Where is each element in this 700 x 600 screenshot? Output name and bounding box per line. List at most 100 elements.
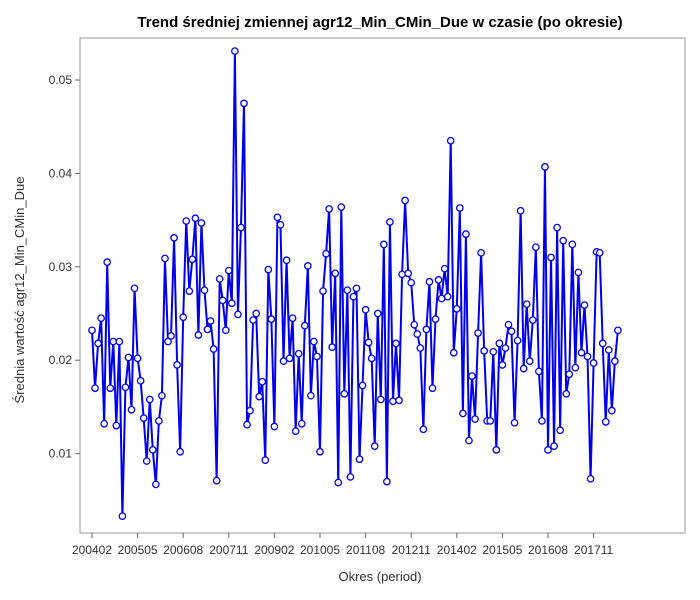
data-point: [340, 389, 349, 398]
data-point: [218, 296, 227, 305]
data-point: [583, 352, 592, 361]
data-point: [240, 99, 248, 108]
data-point: [598, 339, 607, 348]
data-point: [355, 455, 364, 464]
y-tick-label: 0.04: [49, 166, 73, 180]
y-tick-label: 0.05: [49, 73, 73, 87]
data-point: [614, 326, 622, 335]
data-point: [185, 287, 194, 295]
data-point: [127, 405, 136, 414]
x-tick-label: 200608: [163, 543, 203, 557]
data-point: [513, 336, 522, 345]
data-point: [234, 310, 242, 319]
data-point: [507, 327, 516, 336]
data-point: [462, 230, 470, 238]
x-tick-label: 201608: [528, 543, 568, 557]
data-point: [167, 332, 175, 340]
data-point: [434, 276, 443, 284]
data-point: [161, 254, 169, 263]
data-point: [249, 316, 257, 324]
data-point: [492, 446, 501, 454]
data-point: [279, 357, 288, 366]
data-point: [604, 346, 613, 354]
data-point: [145, 395, 154, 404]
data-point: [410, 320, 419, 329]
data-point: [525, 357, 534, 366]
data-point: [535, 367, 543, 376]
x-tick-label: 201505: [482, 543, 522, 557]
data-point: [310, 337, 318, 346]
data-point: [297, 419, 306, 428]
data-point: [358, 381, 367, 390]
data-point: [285, 354, 294, 363]
data-point: [155, 417, 163, 425]
data-point: [264, 265, 273, 274]
data-point: [486, 417, 495, 425]
data-point: [212, 476, 221, 485]
data-point: [331, 269, 340, 278]
data-point: [215, 275, 224, 283]
data-point: [404, 269, 413, 278]
data-point: [431, 315, 440, 323]
data-point: [325, 205, 333, 213]
data-point: [179, 313, 188, 322]
data-point: [364, 338, 373, 347]
data-point: [413, 330, 422, 338]
data-point: [352, 284, 361, 293]
data-point: [611, 357, 619, 366]
x-tick-label: 201711: [574, 543, 613, 557]
data-point: [158, 391, 166, 400]
data-point: [559, 236, 568, 245]
data-point: [361, 305, 370, 314]
data-point: [227, 299, 236, 308]
data-point: [389, 397, 397, 406]
data-point: [437, 294, 446, 303]
data-point: [379, 240, 388, 249]
data-point: [495, 339, 504, 348]
data-point: [553, 223, 561, 232]
data-point: [528, 316, 537, 324]
data-point: [474, 329, 482, 337]
y-tick-label: 0.02: [49, 353, 73, 367]
data-point: [203, 325, 212, 334]
data-point: [480, 347, 489, 355]
data-point: [468, 372, 476, 380]
data-point: [556, 426, 565, 435]
data-point: [246, 406, 254, 415]
data-point: [452, 304, 461, 313]
data-point: [346, 473, 355, 481]
data-point: [100, 419, 109, 428]
chart-title: Trend średniej zmiennej agr12_Min_CMin_D…: [137, 14, 622, 31]
data-point: [224, 266, 233, 275]
data-point: [440, 264, 449, 273]
data-point: [118, 512, 127, 521]
data-point: [607, 406, 616, 415]
data-point: [550, 442, 558, 450]
x-axis: 200402 200505 200608 200711 200902 201005 2011…: [72, 533, 614, 557]
data-point: [319, 287, 327, 295]
data-point: [206, 317, 215, 325]
x-axis-label: Okres (period): [338, 569, 421, 584]
data-point: [522, 300, 531, 309]
data-point: [97, 314, 105, 323]
data-point: [477, 248, 485, 257]
data-point: [133, 354, 142, 363]
data-point: [106, 384, 115, 393]
data-point: [307, 391, 315, 400]
data-point: [568, 240, 577, 249]
data-point: [182, 217, 191, 225]
data-point: [425, 277, 434, 286]
data-point: [419, 425, 428, 434]
x-tick-label: 200402: [72, 543, 112, 557]
data-point: [465, 436, 473, 445]
data-point: [589, 359, 598, 367]
data-point: [294, 349, 303, 358]
data-point: [313, 352, 321, 361]
data-point: [176, 447, 185, 456]
data-point: [121, 383, 130, 392]
data-point: [370, 442, 379, 450]
data-point: [316, 447, 324, 456]
data-point: [276, 220, 285, 229]
data-point: [288, 314, 297, 323]
